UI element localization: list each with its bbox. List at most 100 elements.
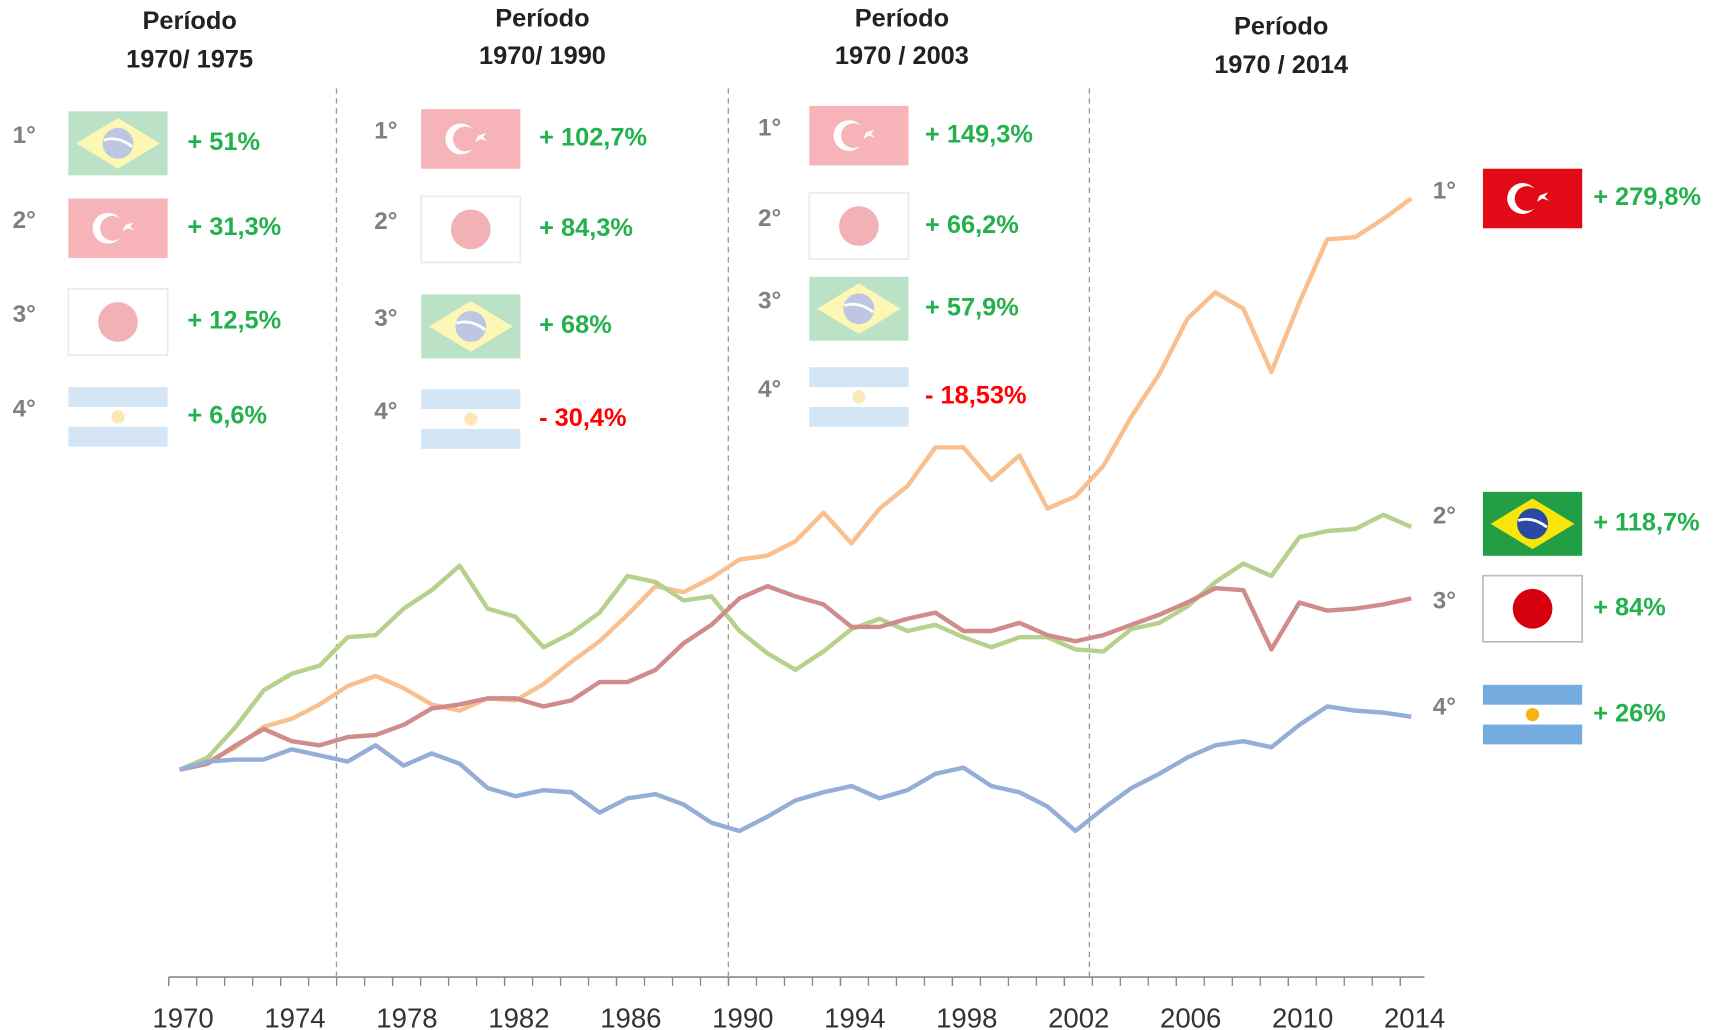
ranking-value: + 84% bbox=[1593, 593, 1666, 621]
rank-label: 2° bbox=[1433, 503, 1456, 530]
stripe-top bbox=[68, 387, 168, 407]
x-tick-label: 1994 bbox=[824, 1002, 885, 1030]
ranking-value: + 279,8% bbox=[1593, 183, 1701, 211]
x-tick-label: 2010 bbox=[1272, 1002, 1333, 1030]
flag-field bbox=[421, 109, 521, 169]
x-tick-label: 1978 bbox=[376, 1002, 437, 1030]
flag-jp bbox=[808, 192, 910, 260]
rank-label: 3° bbox=[13, 301, 36, 328]
star bbox=[1536, 192, 1550, 202]
ranking-value: + 31,3% bbox=[187, 213, 281, 241]
flag-field bbox=[809, 367, 909, 427]
rank-label: 1° bbox=[1433, 177, 1456, 204]
band bbox=[456, 320, 486, 331]
flag-tr bbox=[68, 198, 168, 259]
globe bbox=[1517, 508, 1548, 540]
ranking-value: + 118,7% bbox=[1593, 509, 1699, 537]
globe bbox=[455, 310, 487, 342]
flag-tr bbox=[1482, 168, 1583, 229]
star bbox=[475, 132, 488, 143]
x-tick-label: 2002 bbox=[1048, 1002, 1109, 1030]
star bbox=[863, 129, 876, 139]
ranking-value: + 51% bbox=[187, 128, 260, 156]
rank-label: 3° bbox=[374, 305, 397, 332]
rank-label: 1° bbox=[374, 118, 397, 145]
x-tick-label: 2006 bbox=[1160, 1002, 1221, 1030]
sun bbox=[450, 209, 491, 250]
series-line bbox=[179, 583, 1412, 772]
stripe-bottom bbox=[1482, 724, 1583, 745]
flag-br bbox=[809, 276, 909, 341]
stripe-bottom bbox=[421, 428, 521, 449]
star bbox=[122, 222, 135, 232]
crescent-outer bbox=[445, 123, 477, 155]
ranking-value: + 68% bbox=[539, 311, 612, 339]
flag-ar bbox=[421, 389, 521, 449]
ranking-value: + 149,3% bbox=[925, 120, 1033, 148]
flag-field bbox=[421, 294, 521, 359]
band bbox=[1517, 517, 1548, 529]
crescent-inner bbox=[1514, 186, 1540, 211]
flag-jp bbox=[1482, 574, 1584, 643]
sun bbox=[852, 390, 866, 404]
crescent-outer bbox=[92, 212, 124, 244]
diamond bbox=[817, 283, 901, 335]
rank-label: 4° bbox=[374, 398, 397, 425]
crescent-inner bbox=[100, 215, 125, 241]
panel-title: Período bbox=[495, 5, 589, 33]
sun bbox=[839, 206, 879, 246]
sun bbox=[1525, 707, 1540, 722]
rank-label: 1° bbox=[758, 114, 781, 141]
ranking-value: + 6,6% bbox=[187, 402, 267, 430]
flag-field bbox=[68, 111, 168, 176]
stripe-top bbox=[809, 367, 909, 388]
ranking-value: - 30,4% bbox=[539, 404, 626, 432]
panel-subtitle: 1970/ 1975 bbox=[126, 45, 253, 73]
band bbox=[103, 137, 134, 148]
ranking-value: + 57,9% bbox=[925, 293, 1019, 321]
ranking-value: + 102,7% bbox=[539, 124, 647, 152]
crescent-inner bbox=[452, 126, 478, 152]
stripe-top bbox=[1482, 684, 1583, 705]
stripe-bottom bbox=[68, 426, 168, 447]
flag-br bbox=[421, 294, 521, 359]
flag-field bbox=[67, 288, 169, 356]
flag-field bbox=[808, 192, 910, 260]
flag-field bbox=[809, 105, 909, 166]
panel-subtitle: 1970/ 1990 bbox=[479, 42, 606, 70]
flag-ar bbox=[1482, 684, 1583, 745]
x-tick-label: 1990 bbox=[712, 1002, 773, 1030]
ranking-value: - 18,53% bbox=[925, 382, 1026, 410]
flag-br bbox=[68, 111, 168, 176]
rank-label: 2° bbox=[374, 208, 397, 235]
rank-label: 1° bbox=[13, 122, 36, 149]
flag-ar bbox=[809, 367, 909, 427]
x-tick-label: 1982 bbox=[488, 1002, 549, 1030]
panel-title: Período bbox=[1234, 12, 1328, 40]
flag-field bbox=[420, 195, 522, 264]
ranking-value: + 26% bbox=[1593, 699, 1666, 727]
panel-title: Período bbox=[142, 7, 236, 35]
rank-label: 4° bbox=[758, 376, 781, 403]
rank-label: 3° bbox=[1433, 588, 1456, 615]
panel-subtitle: 1970 / 2014 bbox=[1214, 51, 1348, 79]
crescent-outer bbox=[833, 120, 865, 152]
ranking-value: + 66,2% bbox=[925, 211, 1019, 239]
flag-field bbox=[68, 198, 168, 259]
rank-label: 3° bbox=[758, 288, 781, 315]
x-tick-label: 2014 bbox=[1384, 1002, 1445, 1030]
ranking-value: + 84,3% bbox=[539, 214, 633, 242]
flag-jp bbox=[420, 195, 522, 264]
sun bbox=[1512, 588, 1553, 629]
sun bbox=[111, 410, 125, 424]
sun bbox=[464, 412, 478, 426]
x-tick-label: 1998 bbox=[936, 1002, 997, 1030]
x-tick-label: 1970 bbox=[152, 1002, 213, 1030]
rank-label: 4° bbox=[1433, 693, 1456, 720]
stripe-top bbox=[421, 389, 521, 410]
series-line bbox=[179, 704, 1412, 834]
flag-tr bbox=[809, 105, 909, 166]
globe bbox=[843, 293, 875, 325]
globe bbox=[102, 127, 134, 159]
stripe-bottom bbox=[809, 406, 909, 427]
